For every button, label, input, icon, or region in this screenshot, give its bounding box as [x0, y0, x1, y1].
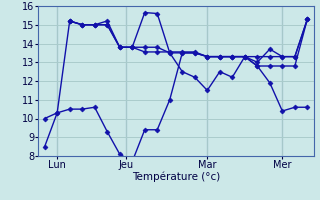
X-axis label: Température (°c): Température (°c): [132, 172, 220, 182]
